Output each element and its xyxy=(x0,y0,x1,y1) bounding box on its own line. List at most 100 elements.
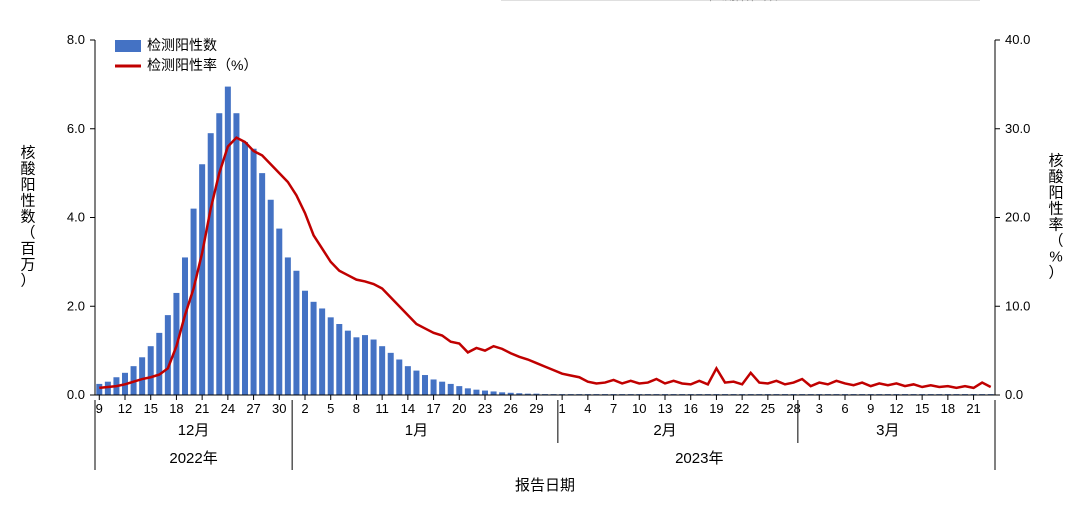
inset-x-tick: 3/16 xyxy=(714,0,738,3)
x-tick: 15 xyxy=(143,401,157,416)
y-right-label: 性 xyxy=(1048,201,1063,218)
inset-x-tick: 3/23 xyxy=(951,0,975,3)
bar xyxy=(431,379,437,395)
bar xyxy=(251,149,257,395)
bar xyxy=(156,333,162,395)
y-left-tick: 0.0 xyxy=(67,387,85,402)
x-tick: 1 xyxy=(559,401,566,416)
year-label: 2023年 xyxy=(675,450,723,467)
bar xyxy=(362,335,368,395)
x-tick: 18 xyxy=(941,401,955,416)
y-right-label: （ xyxy=(1048,233,1063,250)
chart-root: 0.02.04.06.08.00.010.020.030.040.0912151… xyxy=(0,0,1080,515)
inset-x-tick: 3/20 xyxy=(850,0,874,3)
x-tick: 17 xyxy=(426,401,440,416)
bar xyxy=(148,346,154,395)
bar xyxy=(345,331,351,395)
bar xyxy=(165,315,171,395)
bar xyxy=(216,113,222,395)
inset-x-tick: 3/14 xyxy=(646,0,670,3)
x-tick: 8 xyxy=(353,401,360,416)
x-tick: 22 xyxy=(735,401,749,416)
bar xyxy=(293,271,299,395)
x-tick: 15 xyxy=(915,401,929,416)
inset-x-tick: 3/17 xyxy=(748,0,772,3)
bar xyxy=(208,133,214,395)
bar xyxy=(413,371,419,395)
bar xyxy=(96,384,102,395)
y-left-label: 性 xyxy=(20,193,35,210)
inset-x-tick: 3/11 xyxy=(545,0,568,3)
inset-x-tick: 3/19 xyxy=(816,0,840,3)
x-tick: 10 xyxy=(632,401,646,416)
bar xyxy=(242,142,248,395)
x-tick: 26 xyxy=(503,401,517,416)
bar xyxy=(456,386,462,395)
inset-x-tick: 3/15 xyxy=(680,0,704,3)
y-right-label: 率 xyxy=(1048,217,1063,234)
bar xyxy=(225,87,231,395)
x-tick: 24 xyxy=(221,401,235,416)
x-tick: 21 xyxy=(195,401,209,416)
legend-label: 检测阳性率（%） xyxy=(147,57,257,73)
y-left-tick: 2.0 xyxy=(67,298,85,313)
y-left-label: 百 xyxy=(20,241,35,258)
bar xyxy=(491,391,497,395)
y-left-label: 酸 xyxy=(20,161,35,178)
y-left-tick: 6.0 xyxy=(67,121,85,136)
inset-x-tick: 3/21 xyxy=(883,0,907,3)
y-right-tick: 10.0 xyxy=(1005,298,1030,313)
inset-x-tick: 3/22 xyxy=(917,0,941,3)
x-tick: 29 xyxy=(529,401,543,416)
y-left-label: 数 xyxy=(20,209,35,226)
y-left-label: 阳 xyxy=(20,177,35,194)
bar xyxy=(191,209,197,395)
month-label: 2月 xyxy=(653,422,676,439)
x-tick: 2 xyxy=(301,401,308,416)
bar xyxy=(139,357,145,395)
bar xyxy=(285,257,291,395)
bar xyxy=(302,291,308,395)
bar xyxy=(388,353,394,395)
inset-x-tick: 3/12 xyxy=(578,0,602,3)
y-left-tick: 4.0 xyxy=(67,210,85,225)
inset-x-tick: 3/18 xyxy=(782,0,806,3)
bar xyxy=(422,375,428,395)
x-tick: 19 xyxy=(709,401,723,416)
x-tick: 4 xyxy=(584,401,591,416)
y-left-label: 万 xyxy=(20,257,35,274)
y-right-label: 酸 xyxy=(1048,169,1063,186)
month-label: 12月 xyxy=(178,422,210,439)
x-tick: 5 xyxy=(327,401,334,416)
bar xyxy=(259,173,265,395)
y-left-label: ） xyxy=(20,273,35,290)
chart-svg: 0.02.04.06.08.00.010.020.030.040.0912151… xyxy=(0,0,1080,515)
bar xyxy=(353,337,359,395)
legend-label: 检测阳性数 xyxy=(147,37,217,53)
bar xyxy=(439,382,445,395)
x-tick: 30 xyxy=(272,401,286,416)
x-tick: 9 xyxy=(96,401,103,416)
inset-x-tick: 3/13 xyxy=(612,0,636,3)
x-tick: 25 xyxy=(761,401,775,416)
bar xyxy=(473,390,479,395)
bar xyxy=(379,346,385,395)
bar xyxy=(448,384,454,395)
y-right-label: 核 xyxy=(1048,153,1063,170)
bar xyxy=(465,388,471,395)
bar xyxy=(336,324,342,395)
x-tick: 16 xyxy=(683,401,697,416)
bar xyxy=(268,200,274,395)
y-left-label: （ xyxy=(20,225,35,242)
bar xyxy=(233,113,239,395)
x-axis-label: 报告日期 xyxy=(515,477,575,494)
inset-y-tick: 8 000 xyxy=(467,0,497,3)
bar xyxy=(405,366,411,395)
y-left-tick: 8.0 xyxy=(67,32,85,47)
y-left-label: 核 xyxy=(20,145,35,162)
y-right-tick: 40.0 xyxy=(1005,32,1030,47)
x-tick: 18 xyxy=(169,401,183,416)
x-tick: 12 xyxy=(889,401,903,416)
x-tick: 7 xyxy=(610,401,617,416)
x-tick: 9 xyxy=(867,401,874,416)
